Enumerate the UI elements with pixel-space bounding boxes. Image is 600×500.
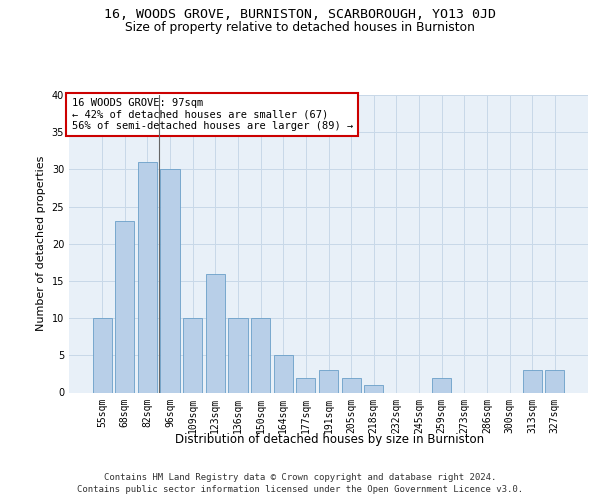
Bar [364,385,383,392]
Bar [251,318,270,392]
Bar [296,378,316,392]
Bar [138,162,157,392]
Bar [92,318,112,392]
Bar [523,370,542,392]
Bar [274,356,293,393]
Text: 16 WOODS GROVE: 97sqm
← 42% of detached houses are smaller (67)
56% of semi-deta: 16 WOODS GROVE: 97sqm ← 42% of detached … [71,98,353,131]
Bar [432,378,451,392]
Bar [183,318,202,392]
Bar [229,318,248,392]
Y-axis label: Number of detached properties: Number of detached properties [36,156,46,332]
Text: 16, WOODS GROVE, BURNISTON, SCARBOROUGH, YO13 0JD: 16, WOODS GROVE, BURNISTON, SCARBOROUGH,… [104,8,496,20]
Text: Distribution of detached houses by size in Burniston: Distribution of detached houses by size … [175,432,485,446]
Bar [545,370,565,392]
Text: Size of property relative to detached houses in Burniston: Size of property relative to detached ho… [125,21,475,34]
Bar [160,170,180,392]
Bar [341,378,361,392]
Text: Contains HM Land Registry data © Crown copyright and database right 2024.
Contai: Contains HM Land Registry data © Crown c… [77,472,523,494]
Bar [115,222,134,392]
Bar [319,370,338,392]
Bar [206,274,225,392]
